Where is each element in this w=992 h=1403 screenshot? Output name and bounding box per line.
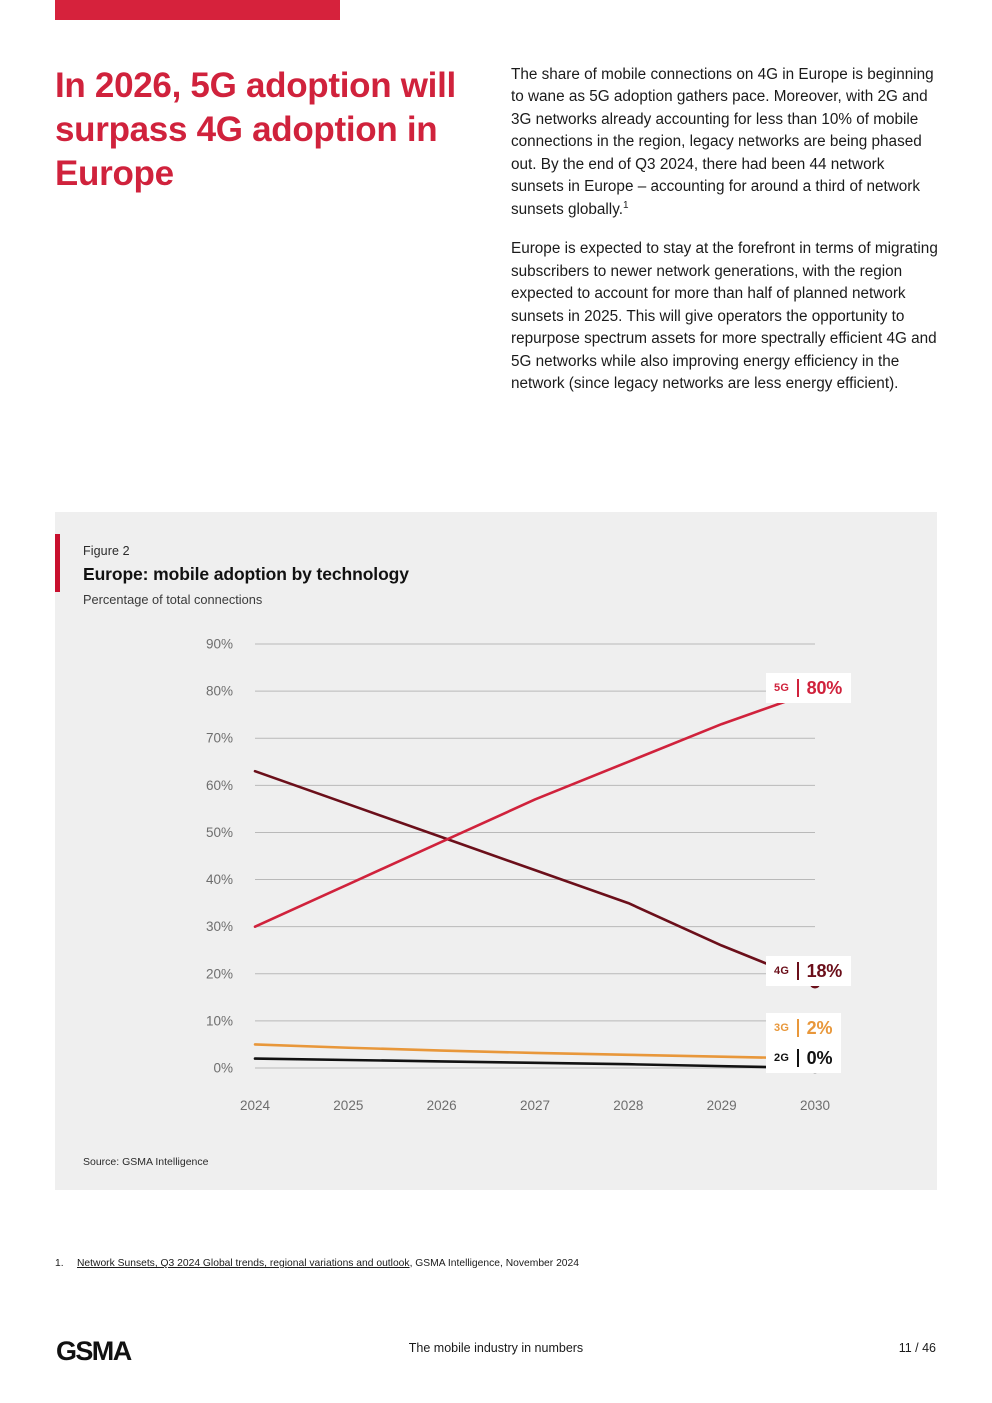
gsma-logo: GSMA (56, 1336, 132, 1366)
footnote-rest: , GSMA Intelligence, November 2024 (409, 1258, 579, 1269)
y-axis-tick-label: 20% (206, 966, 233, 981)
x-axis-tick-label: 2030 (800, 1098, 830, 1113)
figure-subtitle: Percentage of total connections (83, 592, 263, 607)
endpoint-label-4g-divider (797, 962, 799, 980)
y-axis-tick-label: 70% (206, 731, 233, 746)
footnote-number: 1. (55, 1258, 64, 1269)
endpoint-label-2g-tech: 2G (774, 1052, 790, 1064)
x-axis-tick-label: 2026 (427, 1098, 457, 1113)
chart-plot-area: 0% 10% 20% 30% 40% 50% 60% 70% 80% 90% 2024 2025 202… (55, 630, 937, 1130)
figure-kicker: Figure 2 (83, 544, 130, 558)
endpoint-label-5g-tech: 5G (774, 682, 790, 694)
y-axis-tick-label: 60% (206, 778, 233, 793)
endpoint-label-5g-value: 80% (806, 677, 843, 698)
endpoint-label-3g-divider (797, 1019, 799, 1037)
footnote: 1. Network Sunsets, Q3 2024 Global trends… (55, 1258, 935, 1269)
endpoint-label-5g-divider (797, 679, 799, 697)
endpoint-label-4g-value: 18% (806, 960, 843, 981)
top-red-rule (55, 0, 340, 20)
y-axis-tick-label: 30% (206, 919, 233, 934)
x-axis-tick-label: 2024 (240, 1098, 271, 1113)
footnote-marker[interactable]: 1 (622, 199, 629, 211)
endpoint-label-3g-tech: 3G (774, 1022, 790, 1034)
y-axis-tick-label: 10% (206, 1013, 233, 1028)
endpoint-label-3g: 3G 2% (766, 1013, 842, 1043)
body-paragraph-1-text: The share of mobile connections on 4G in… (511, 66, 934, 218)
endpoint-label-2g-divider (797, 1049, 799, 1067)
x-axis-tick-label: 2029 (707, 1098, 737, 1113)
figure-panel: Figure 2 Europe: mobile adoption by tech… (55, 512, 937, 1190)
footnote-link[interactable]: Network Sunsets, Q3 2024 Global trends, … (77, 1258, 410, 1269)
body-column: The share of mobile connections on 4G in… (511, 64, 941, 396)
body-paragraph-1: The share of mobile connections on 4G in… (511, 64, 941, 221)
body-paragraph-2: Europe is expected to stay at the forefr… (511, 240, 938, 393)
figure-title: Europe: mobile adoption by technology (83, 564, 409, 584)
x-axis-tick-label: 2027 (520, 1098, 550, 1113)
page-title: In 2026, 5G adoption will surpass 4G ado… (55, 66, 456, 194)
series-line-3g (253, 1043, 817, 1060)
y-axis-tick-label: 0% (213, 1061, 233, 1076)
figure-source: Source: GSMA Intelligence (83, 1156, 209, 1168)
x-axis-tick-label: 2025 (333, 1098, 363, 1113)
endpoint-label-3g-value: 2% (806, 1017, 833, 1038)
endpoint-label-2g: 2G 0% (766, 1043, 842, 1073)
figure-accent-bar (55, 534, 60, 592)
series-line-2g (253, 1057, 817, 1070)
y-axis-tick-label: 80% (206, 684, 233, 699)
series-line-5g (253, 689, 817, 928)
line-chart: 0% 10% 20% 30% 40% 50% 60% 70% 80% 90% 2024 2025 202… (206, 637, 830, 1114)
endpoint-label-4g: 4G 18% (766, 956, 852, 986)
y-axis-tick-label: 50% (206, 825, 233, 840)
y-axis-tick-label: 90% (206, 637, 233, 652)
endpoint-label-5g: 5G 80% (766, 673, 852, 703)
endpoint-label-2g-value: 0% (806, 1047, 833, 1068)
x-axis-tick-label: 2028 (613, 1098, 643, 1113)
endpoint-label-4g-tech: 4G (774, 965, 790, 977)
y-axis-tick-label: 40% (206, 872, 233, 887)
series-line-4g (253, 769, 817, 985)
footer-section-title: The mobile industry in numbers (408, 1341, 584, 1355)
footer-page-number: 11 / 46 (898, 1341, 936, 1355)
